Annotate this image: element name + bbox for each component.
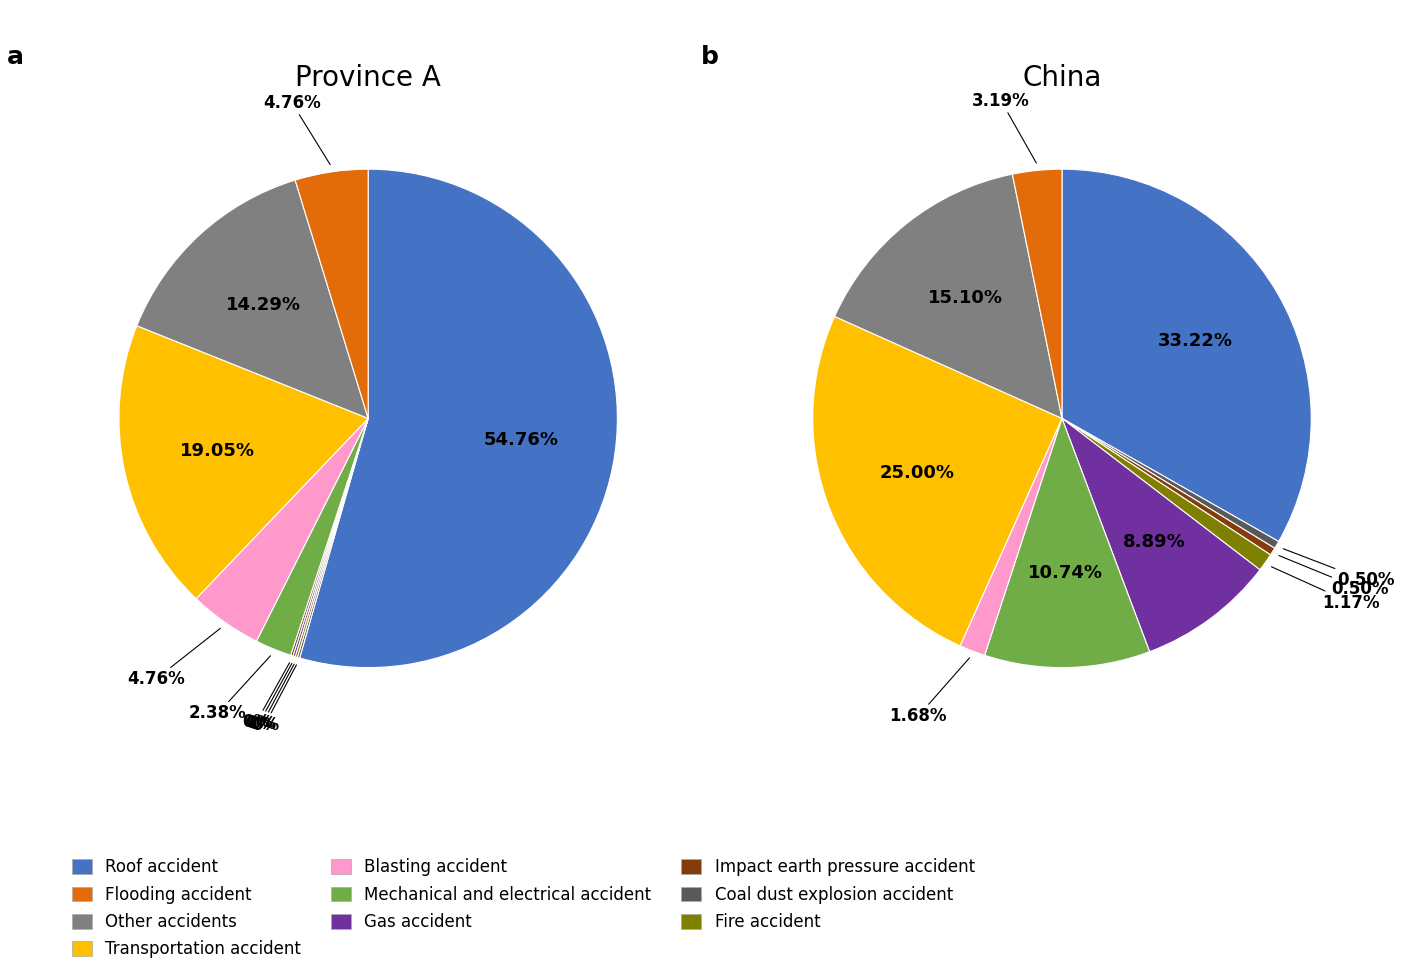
Wedge shape [300,169,617,667]
Text: 4.76%: 4.76% [127,629,221,688]
Text: 0.50%: 0.50% [1283,549,1395,590]
Text: 1.17%: 1.17% [1272,566,1381,612]
Text: 33.22%: 33.22% [1158,332,1233,349]
Text: 0%: 0% [251,665,296,734]
Title: China: China [1022,64,1102,92]
Wedge shape [297,418,368,658]
Wedge shape [1062,418,1260,652]
Wedge shape [1062,418,1279,548]
Text: 0%: 0% [248,665,295,733]
Text: 14.29%: 14.29% [227,296,302,313]
Wedge shape [1012,169,1062,418]
Wedge shape [834,174,1062,418]
Wedge shape [256,418,368,655]
Text: 15.10%: 15.10% [927,289,1003,306]
Wedge shape [960,418,1062,655]
Legend: Roof accident, Flooding accident, Other accidents, Transportation accident, Blas: Roof accident, Flooding accident, Other … [65,851,981,964]
Text: a: a [7,45,24,68]
Wedge shape [1062,169,1311,542]
Text: 10.74%: 10.74% [1028,564,1103,582]
Text: 54.76%: 54.76% [484,431,559,449]
Wedge shape [295,169,368,418]
Wedge shape [984,418,1150,667]
Wedge shape [195,418,368,641]
Wedge shape [295,418,368,658]
Wedge shape [1062,418,1274,555]
Wedge shape [1062,418,1270,570]
Wedge shape [137,180,368,418]
Wedge shape [293,418,368,657]
Text: 0%: 0% [245,664,292,732]
Text: 19.05%: 19.05% [180,442,255,460]
Wedge shape [119,326,368,598]
Text: 8.89%: 8.89% [1123,533,1185,552]
Wedge shape [290,418,368,656]
Title: Province A: Province A [295,64,442,92]
Wedge shape [813,316,1062,646]
Text: 0.50%: 0.50% [1279,556,1389,597]
Text: 1.68%: 1.68% [889,658,970,725]
Text: 3.19%: 3.19% [973,92,1037,163]
Text: 2.38%: 2.38% [188,656,270,722]
Text: 25.00%: 25.00% [881,464,956,483]
Text: 4.76%: 4.76% [263,94,330,164]
Text: b: b [701,45,718,68]
Text: 0%: 0% [242,663,289,731]
